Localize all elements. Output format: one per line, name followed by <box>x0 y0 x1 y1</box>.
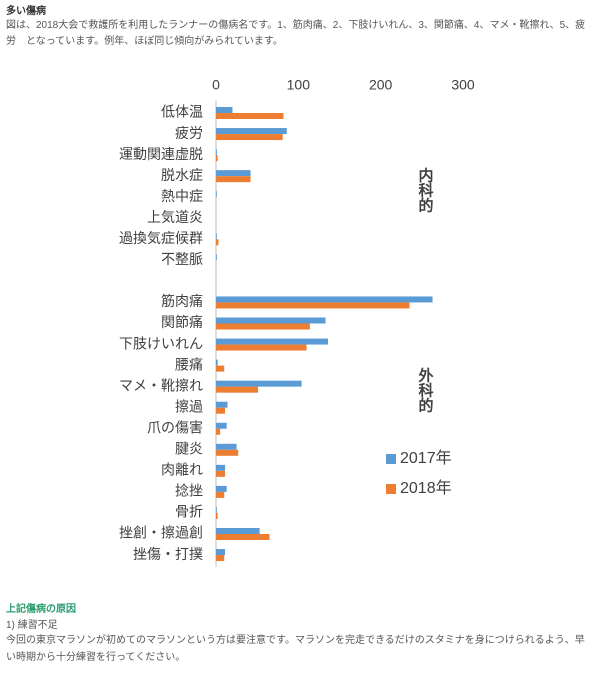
y-tick-label: 低体温 <box>161 104 203 120</box>
y-tick-label: 上気道炎 <box>147 209 203 225</box>
bar <box>216 422 227 429</box>
y-tick-label: 腱炎 <box>175 441 203 457</box>
bar <box>216 470 226 477</box>
annotation: 内科的 <box>417 167 434 214</box>
bar <box>216 365 225 372</box>
bar <box>216 128 287 135</box>
y-tick-label: 疲労 <box>175 125 203 141</box>
bar <box>216 170 251 177</box>
bar <box>216 155 218 162</box>
y-tick-label: 不整脈 <box>161 251 203 267</box>
bar <box>216 296 433 303</box>
y-tick-label: 捻挫 <box>175 483 203 499</box>
legend-swatch <box>386 454 396 464</box>
y-tick-label: 過換気症候群 <box>119 230 203 246</box>
x-tick-label: 0 <box>212 77 220 93</box>
paragraph: 今回の東京マラソンが初めてのマラソンという方は要注意です。マラソンを完走できるだ… <box>6 635 585 663</box>
x-tick-label: 100 <box>287 77 311 93</box>
bar <box>216 491 225 498</box>
bar <box>216 512 218 519</box>
bar <box>216 359 218 366</box>
y-tick-label: 筋肉痛 <box>161 293 203 309</box>
bar <box>216 191 217 198</box>
bar <box>216 464 226 471</box>
bar <box>216 254 217 261</box>
bar <box>216 549 226 556</box>
y-tick-label: 脱水症 <box>161 167 203 183</box>
bar <box>216 149 217 156</box>
legend-label: 2018年 <box>400 479 452 497</box>
bar <box>216 302 410 309</box>
bar <box>216 555 225 562</box>
paragraph: 図は、2018大会で救護所を利用したランナーの傷病名です。1、筋肉痛、2、下肢け… <box>6 20 586 47</box>
y-tick-label: 腰痛 <box>175 356 203 372</box>
list-item: 1) 練習不足 <box>6 620 58 631</box>
bar <box>216 107 233 113</box>
y-tick-label: 爪の傷害 <box>147 419 203 435</box>
bar <box>216 386 258 393</box>
chart: 0 100 200 300 低体温疲労運動関連虚脱脱水症熱中症上気道炎過換気症候群不整脈… <box>119 77 475 567</box>
heading: 多い傷病 <box>6 6 46 17</box>
bar <box>216 239 219 246</box>
y-tick-label: 運動関連虚脱 <box>119 146 203 162</box>
bar <box>216 176 251 183</box>
y-tick-label: 挫傷・打撲 <box>133 546 203 562</box>
bar <box>216 443 237 450</box>
bar <box>216 534 270 540</box>
bar <box>216 323 310 330</box>
y-tick-label: 熱中症 <box>161 188 203 204</box>
bar <box>216 317 326 324</box>
heading: 上記傷病の原因 <box>6 604 76 615</box>
y-tick-label: 下肢けいれん <box>119 335 203 351</box>
bar <box>216 401 228 408</box>
y-tick-label: 肉離れ <box>161 462 203 478</box>
bar <box>216 134 283 141</box>
y-tick-label: 挫創・擦過創 <box>119 525 203 541</box>
bar <box>216 449 239 456</box>
x-tick-label: 300 <box>451 77 475 93</box>
bar <box>216 338 328 345</box>
y-tick-label: 骨折 <box>175 504 203 520</box>
y-tick-label: マメ・靴擦れ <box>119 377 203 393</box>
bar <box>216 528 260 534</box>
bar <box>216 380 302 387</box>
bar <box>216 407 226 414</box>
bar <box>216 506 217 513</box>
bar <box>216 113 284 119</box>
legend-label: 2017年 <box>400 449 452 467</box>
bar <box>216 428 221 435</box>
bar <box>216 344 307 351</box>
annotation: 外科的 <box>417 367 435 414</box>
legend-swatch <box>386 484 396 494</box>
bar <box>216 485 227 492</box>
bar <box>216 233 217 240</box>
y-tick-label: 擦過 <box>175 398 203 414</box>
y-tick-label: 関節痛 <box>161 314 203 330</box>
x-tick-label: 200 <box>369 77 393 93</box>
